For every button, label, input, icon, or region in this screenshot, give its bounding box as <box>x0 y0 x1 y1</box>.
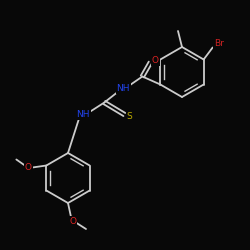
Text: S: S <box>126 112 132 121</box>
Text: O: O <box>70 216 76 226</box>
Text: NH: NH <box>76 110 90 119</box>
Text: O: O <box>25 163 32 172</box>
Text: Br: Br <box>214 39 224 48</box>
Text: NH: NH <box>116 84 130 93</box>
Text: O: O <box>152 56 159 65</box>
